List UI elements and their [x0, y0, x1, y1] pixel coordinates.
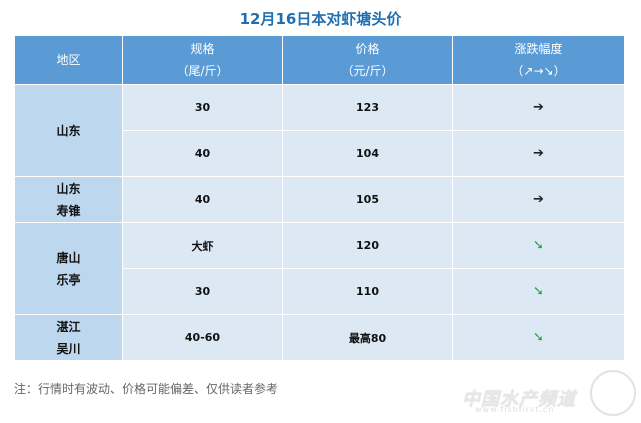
table-header-row: 地区 规格 （尾/斤） 价格 （元/斤） 涨跌幅度 （↗→↘） [14, 35, 625, 85]
price-cell: 最高80 [282, 314, 453, 361]
region-cell: 湛江 吴川 [14, 314, 123, 361]
watermark-logo: 中国水产频道 [462, 389, 576, 410]
table-row: 山东 寿锥 40 105 ➔ [14, 176, 625, 223]
spec-cell: 40-60 [122, 314, 283, 361]
table-row: 30 110 ➘ [15, 268, 625, 315]
arrow-right-icon: ➔ [533, 100, 544, 115]
header-trend: 涨跌幅度 （↗→↘） [452, 35, 625, 85]
spec-cell: 40 [122, 176, 283, 223]
price-cell: 105 [282, 176, 453, 223]
region-cell: 山东 [14, 84, 123, 177]
spec-cell: 40 [122, 130, 283, 177]
header-price: 价格 （元/斤） [282, 35, 453, 85]
spec-cell: 30 [122, 84, 283, 131]
header-region: 地区 [14, 35, 123, 85]
price-table: 地区 规格 （尾/斤） 价格 （元/斤） 涨跌幅度 （↗→↘） 山东 30 123 ➔… [14, 35, 625, 361]
price-cell: 120 [282, 222, 453, 269]
arrow-right-icon: ➔ [533, 146, 544, 161]
trend-cell: ➘ [452, 222, 625, 269]
trend-cell: ➔ [452, 84, 625, 131]
header-spec: 规格 （尾/斤） [122, 35, 283, 85]
price-cell: 104 [282, 130, 453, 177]
region-cell: 山东 寿锥 [14, 176, 123, 223]
globe-logo-icon [590, 370, 636, 416]
arrow-down-right-icon: ➘ [533, 330, 544, 345]
region-cell: 唐山 乐亭 [14, 222, 123, 315]
arrow-right-icon: ➔ [533, 192, 544, 207]
trend-cell: ➔ [452, 176, 625, 223]
table-row: 唐山 乐亭 大虾 120 ➘ [14, 222, 625, 315]
trend-cell: ➔ [452, 130, 625, 177]
price-cell: 123 [282, 84, 453, 131]
table-row: 40 104 ➔ [15, 130, 625, 177]
page-title: 12月16日本对虾塘头价 [239, 10, 402, 28]
watermark-url: www.fishfirst.cn [475, 405, 555, 414]
table-row: 湛江 吴川 40-60 最高80 ➘ [14, 314, 625, 361]
arrow-down-right-icon: ➘ [533, 238, 544, 253]
price-cell: 110 [282, 268, 453, 315]
disclaimer-note: 注：行情时有波动、价格可能偏差、仅供读者参考 [14, 382, 279, 396]
trend-cell: ➘ [452, 268, 625, 315]
spec-cell: 30 [122, 268, 283, 315]
trend-cell: ➘ [452, 314, 625, 361]
table-row: 山东 30 123 ➔ [14, 84, 625, 177]
arrow-down-right-icon: ➘ [533, 284, 544, 299]
spec-cell: 大虾 [122, 222, 283, 269]
